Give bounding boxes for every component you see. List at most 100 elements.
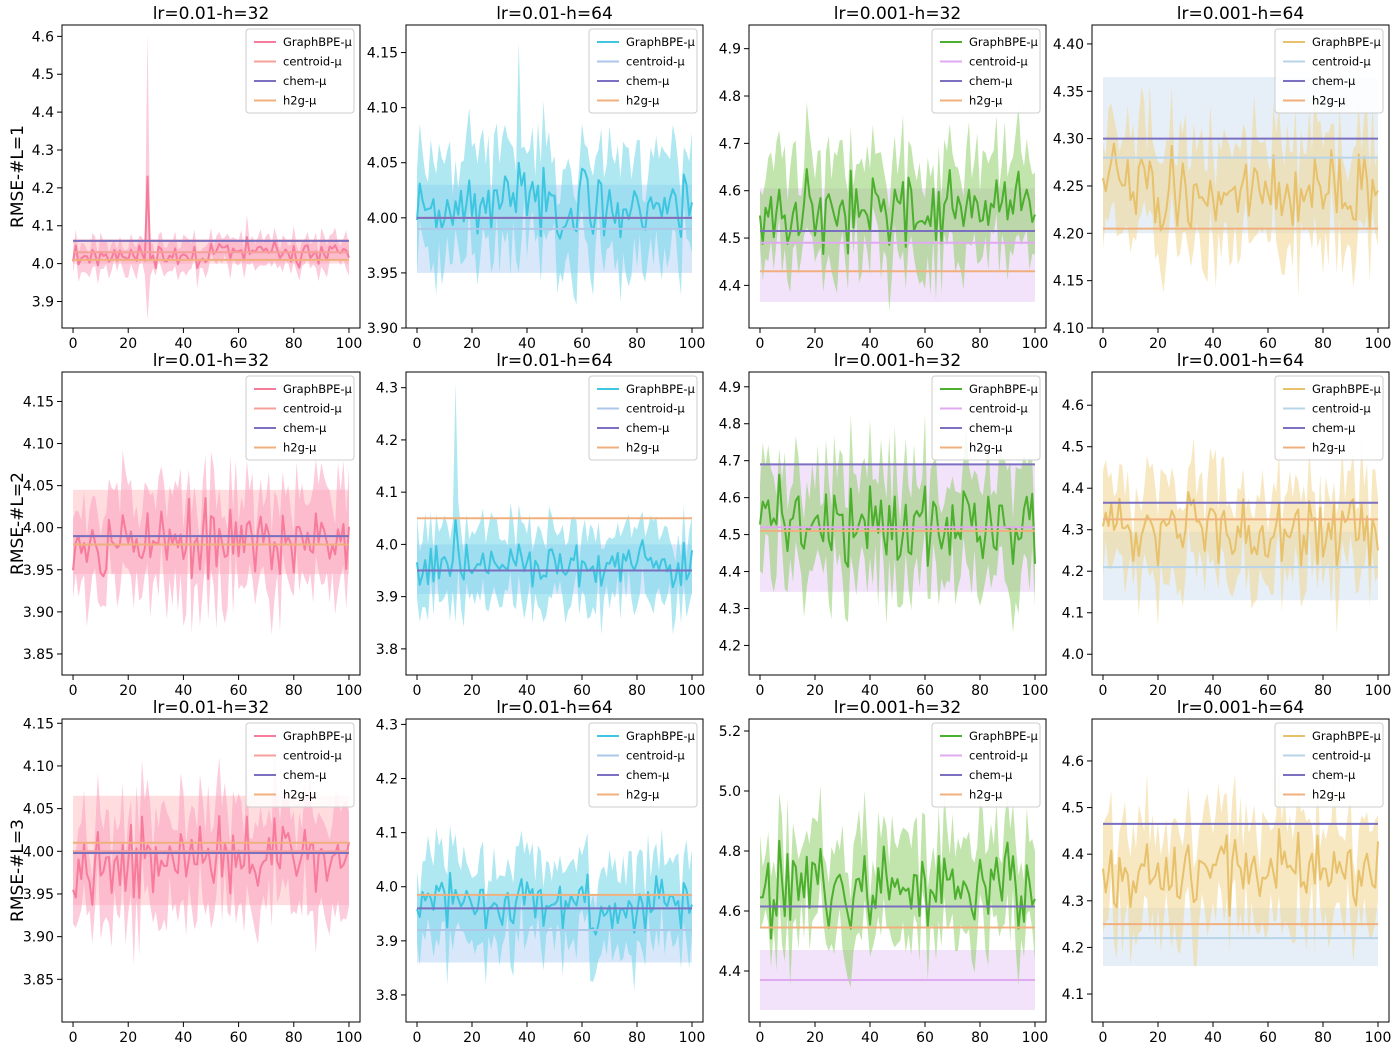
legend-centroid-label: centroid-μ bbox=[1312, 55, 1371, 69]
y-tick-label: 3.9 bbox=[376, 590, 398, 606]
x-tick-label: 60 bbox=[1259, 1030, 1277, 1046]
x-tick-label: 40 bbox=[174, 336, 192, 352]
x-tick-label: 100 bbox=[336, 336, 363, 352]
y-tick-label: 4.4 bbox=[1062, 847, 1084, 863]
legend: GraphBPE-μ centroid-μ chem-μ h2g-μ bbox=[1274, 28, 1384, 114]
legend-graphbpe-label: GraphBPE-μ bbox=[283, 382, 353, 396]
legend-graphbpe-label: GraphBPE-μ bbox=[626, 729, 696, 743]
x-tick-label: 60 bbox=[916, 1030, 934, 1046]
x-tick-label: 40 bbox=[518, 336, 536, 352]
graphbpe-mean-line bbox=[72, 815, 350, 906]
plot-area bbox=[1102, 763, 1379, 967]
legend-centroid-label: centroid-μ bbox=[626, 55, 685, 69]
x-tick-label: 100 bbox=[679, 1030, 706, 1046]
legend: GraphBPE-μ centroid-μ chem-μ h2g-μ bbox=[931, 28, 1041, 114]
y-tick-label: 4.6 bbox=[719, 491, 741, 507]
axes-frame bbox=[405, 718, 704, 1023]
y-tick-label: 4.4 bbox=[719, 565, 741, 581]
y-tick-label: 4.1 bbox=[1062, 987, 1084, 1003]
panel-title: lr=0.001-h=64 bbox=[1177, 4, 1304, 24]
x-tick-label: 20 bbox=[1149, 683, 1167, 699]
panel-r0-c0: lr=0.01-h=32 RMSE-#L=1 0 20 40 60 80 100 3.9 4.0 4… bbox=[8, 4, 362, 352]
y-tick-label: 4.20 bbox=[1053, 226, 1084, 242]
y-tick-label: 4.1 bbox=[376, 485, 398, 501]
x-tick-label: 20 bbox=[463, 1030, 481, 1046]
panel-title: lr=0.01-h=64 bbox=[496, 351, 613, 371]
x-tick-label: 60 bbox=[230, 683, 248, 699]
y-tick-label: 4.5 bbox=[719, 231, 741, 247]
x-tick-label: 80 bbox=[285, 336, 303, 352]
legend-h2g-label: h2g-μ bbox=[283, 441, 317, 455]
panel-title: lr=0.01-h=64 bbox=[496, 4, 613, 24]
x-tick-label: 20 bbox=[806, 1030, 824, 1046]
y-tick-label: 4.2 bbox=[32, 181, 54, 197]
plot-area bbox=[416, 382, 693, 635]
legend: GraphBPE-μ centroid-μ chem-μ h2g-μ bbox=[245, 722, 355, 808]
legend: GraphBPE-μ centroid-μ chem-μ h2g-μ bbox=[1274, 722, 1384, 808]
legend-frame bbox=[588, 375, 698, 461]
y-tick-label: 4.2 bbox=[376, 433, 398, 449]
graphbpe-mean-line bbox=[416, 871, 693, 936]
panel-r2-c1: lr=0.01-h=64 0 20 40 60 80 100 3.8 3.9 4.0 4.1 4.2 4… bbox=[376, 698, 706, 1046]
panel-title: lr=0.001-h=32 bbox=[834, 698, 961, 718]
legend-graphbpe-label: GraphBPE-μ bbox=[1312, 382, 1382, 396]
plot-area bbox=[416, 41, 693, 305]
legend-h2g-label: h2g-μ bbox=[626, 788, 660, 802]
panel-title: lr=0.01-h=32 bbox=[153, 698, 270, 718]
x-tick-label: 80 bbox=[971, 336, 989, 352]
x-tick-label: 40 bbox=[174, 683, 192, 699]
x-tick-label: 0 bbox=[413, 336, 422, 352]
y-tick-label: 3.85 bbox=[23, 972, 54, 988]
y-tick-label: 4.9 bbox=[719, 380, 741, 396]
y-tick-label: 4.15 bbox=[23, 394, 54, 410]
legend-chem-label: chem-μ bbox=[969, 421, 1013, 435]
panel-r0-c3: lr=0.001-h=64 0 20 40 60 80 100 4.10 4.15 4.20 4.2… bbox=[1053, 4, 1392, 352]
y-tick-label: 4.4 bbox=[719, 964, 741, 980]
legend-chem-label: chem-μ bbox=[283, 74, 327, 88]
y-tick-label: 4.6 bbox=[1062, 754, 1084, 770]
legend-graphbpe-label: GraphBPE-μ bbox=[1312, 35, 1382, 49]
graphbpe-band bbox=[760, 785, 1035, 988]
y-tick-label: 4.40 bbox=[1053, 37, 1084, 53]
x-tick-label: 60 bbox=[1259, 336, 1277, 352]
x-tick-label: 80 bbox=[285, 683, 303, 699]
legend-frame bbox=[1274, 722, 1384, 808]
y-tick-label: 4.9 bbox=[719, 42, 741, 58]
x-tick-label: 80 bbox=[971, 683, 989, 699]
legend-centroid-label: centroid-μ bbox=[969, 402, 1028, 416]
plot-area bbox=[1102, 77, 1379, 297]
legend-chem-label: chem-μ bbox=[969, 768, 1013, 782]
y-tick-label: 4.10 bbox=[23, 759, 54, 775]
y-tick-label: 4.6 bbox=[32, 29, 54, 45]
x-tick-label: 60 bbox=[573, 1030, 591, 1046]
panel-title: lr=0.001-h=32 bbox=[834, 4, 961, 24]
x-tick-label: 0 bbox=[69, 683, 78, 699]
graphbpe-mean-line bbox=[72, 175, 350, 270]
legend-h2g-label: h2g-μ bbox=[969, 788, 1003, 802]
legend: GraphBPE-μ centroid-μ chem-μ h2g-μ bbox=[588, 375, 698, 461]
graphbpe-band bbox=[760, 101, 1035, 313]
y-tick-label: 4.0 bbox=[376, 880, 398, 896]
x-tick-label: 80 bbox=[971, 1030, 989, 1046]
graphbpe-mean-line bbox=[759, 167, 1036, 255]
legend-chem-label: chem-μ bbox=[1312, 421, 1356, 435]
graphbpe-mean-line bbox=[759, 473, 1036, 568]
legend-graphbpe-label: GraphBPE-μ bbox=[969, 35, 1039, 49]
x-tick-label: 20 bbox=[119, 336, 137, 352]
y-tick-label: 4.7 bbox=[719, 136, 741, 152]
legend-centroid-label: centroid-μ bbox=[283, 55, 342, 69]
x-tick-label: 40 bbox=[518, 1030, 536, 1046]
y-tick-label: 4.0 bbox=[32, 257, 54, 273]
x-tick-label: 20 bbox=[1149, 336, 1167, 352]
y-tick-label: 4.7 bbox=[719, 454, 741, 470]
legend: GraphBPE-μ centroid-μ chem-μ h2g-μ bbox=[245, 375, 355, 461]
legend-centroid-label: centroid-μ bbox=[1312, 402, 1371, 416]
y-tick-label: 3.95 bbox=[23, 887, 54, 903]
legend: GraphBPE-μ centroid-μ chem-μ h2g-μ bbox=[245, 28, 355, 114]
plot-area bbox=[72, 450, 350, 635]
y-tick-label: 4.3 bbox=[376, 717, 398, 733]
legend-frame bbox=[931, 28, 1041, 114]
x-tick-label: 60 bbox=[1259, 683, 1277, 699]
legend-centroid-label: centroid-μ bbox=[969, 55, 1028, 69]
y-tick-label: 4.10 bbox=[367, 101, 398, 117]
